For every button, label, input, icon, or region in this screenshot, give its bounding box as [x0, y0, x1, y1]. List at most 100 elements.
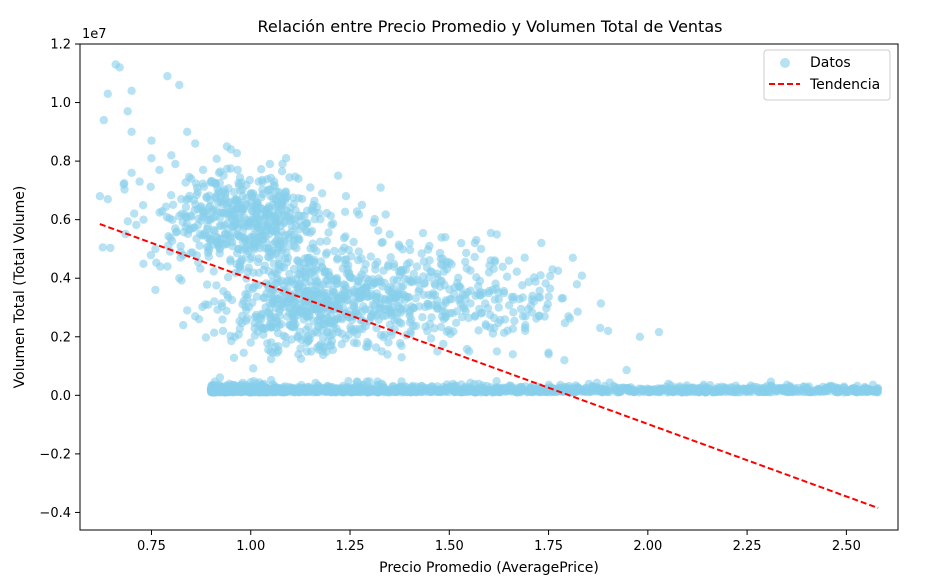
data-point [223, 225, 232, 234]
data-point [212, 281, 221, 290]
data-point [521, 312, 530, 321]
plot-frame [79, 43, 899, 531]
data-point [485, 261, 494, 270]
data-point [289, 279, 299, 289]
data-point [251, 280, 260, 289]
data-point [257, 165, 266, 174]
data-point [305, 268, 314, 278]
data-point [498, 262, 507, 271]
data-point [352, 207, 362, 216]
data-point [313, 277, 322, 287]
data-point [419, 257, 428, 266]
data-point [577, 271, 587, 280]
x-tick-label-1: 1.00 [236, 539, 265, 554]
data-point [252, 383, 261, 392]
data-point [239, 204, 249, 214]
data-point [368, 281, 377, 290]
data-point [393, 291, 403, 300]
data-point [103, 195, 113, 204]
data-point [439, 314, 448, 324]
data-point [510, 316, 519, 326]
data-point [315, 386, 325, 395]
data-point [438, 254, 447, 263]
data-point [433, 347, 442, 356]
data-point [395, 387, 404, 396]
data-point [470, 238, 479, 248]
data-point [509, 385, 518, 394]
data-point [281, 196, 290, 205]
data-point [248, 298, 257, 307]
data-point [139, 259, 148, 268]
data-point [340, 207, 350, 216]
data-point [188, 248, 197, 257]
data-point [201, 333, 211, 342]
data-point [206, 177, 216, 186]
data-point [398, 305, 407, 314]
data-point [324, 228, 333, 237]
data-point [253, 218, 263, 227]
data-point [344, 269, 353, 278]
data-point [494, 303, 503, 312]
data-point [457, 238, 466, 248]
data-point [119, 180, 128, 189]
data-point [285, 269, 294, 279]
data-point [490, 256, 499, 265]
data-point [130, 209, 139, 218]
data-point [163, 72, 172, 81]
data-point [654, 327, 664, 337]
data-point [196, 264, 205, 273]
data-point [581, 387, 590, 397]
data-point [367, 289, 376, 299]
data-point [378, 282, 387, 291]
data-point [238, 192, 247, 201]
data-point [427, 313, 436, 322]
data-point [397, 353, 406, 362]
data-point [305, 256, 314, 265]
data-point [266, 347, 275, 356]
data-point [218, 315, 227, 324]
data-point [413, 387, 423, 396]
data-point [698, 385, 707, 394]
data-point [298, 222, 307, 231]
data-point [282, 277, 291, 286]
data-point [294, 194, 303, 203]
data-point [332, 275, 341, 284]
data-point [177, 194, 186, 204]
y-axis-ticks: −0.4 −0.2 0.0 0.2 0.4 0.6 0.8 1.0 1.2 [39, 38, 80, 521]
data-point [310, 196, 319, 206]
data-point [322, 288, 331, 298]
data-point [238, 299, 247, 309]
x-tick-label-0: 0.75 [137, 539, 166, 554]
data-point [156, 262, 165, 271]
data-point [249, 364, 258, 373]
data-point [354, 255, 363, 265]
x-tick-label-2: 1.25 [336, 539, 365, 554]
data-point [146, 250, 156, 260]
data-point [264, 267, 274, 276]
data-point [354, 247, 363, 256]
data-point [285, 242, 294, 251]
data-point [168, 200, 178, 209]
data-point [195, 241, 204, 250]
data-point [426, 387, 435, 396]
data-point [803, 383, 812, 393]
data-point [285, 173, 294, 182]
data-point [274, 253, 284, 262]
data-point [230, 211, 239, 220]
data-point [357, 307, 367, 317]
data-point [545, 385, 555, 394]
data-point [339, 233, 349, 243]
data-point [358, 287, 367, 296]
data-point [574, 384, 583, 394]
data-point [398, 282, 408, 291]
data-point [458, 387, 467, 397]
data-point [466, 286, 475, 295]
data-point [318, 189, 327, 198]
data-point [198, 165, 208, 175]
x-tick-label-5: 2.00 [633, 539, 662, 554]
data-point [353, 276, 363, 286]
data-point [397, 268, 407, 277]
data-point [474, 326, 483, 335]
data-point [271, 303, 281, 313]
